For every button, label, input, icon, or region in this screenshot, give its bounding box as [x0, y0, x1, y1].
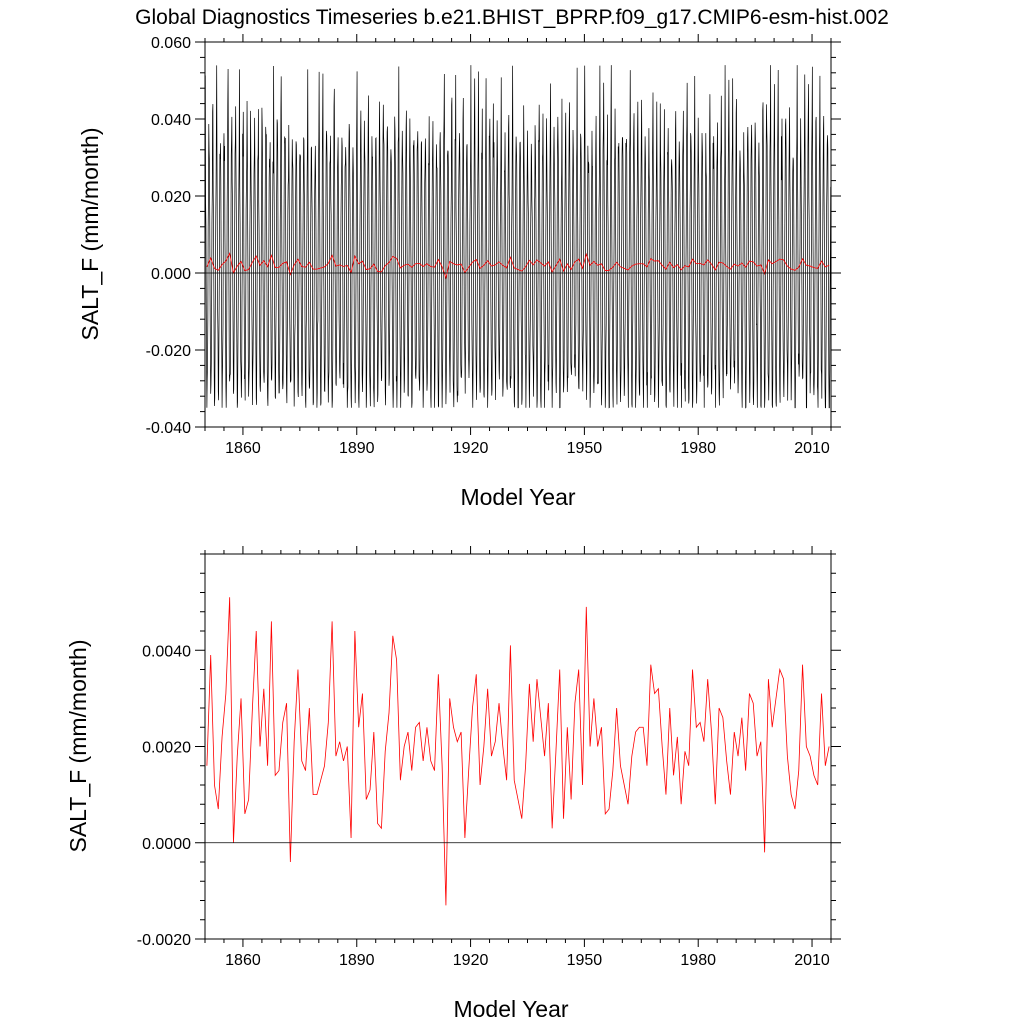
top-y-tick-label: 0.040: [151, 112, 191, 129]
bottom-x-ticks: 1860 1890 1920 1950 1980 2010: [204, 546, 832, 969]
bottom-x-tick-label: 1860: [225, 952, 261, 969]
top-series-monthly-line: [205, 65, 831, 409]
bottom-y-axis-label: SALT_F (mm/month): [65, 640, 91, 853]
top-x-tick-label: 1980: [680, 440, 716, 457]
bottom-x-tick-label: 1920: [453, 952, 489, 969]
top-plot-area: [205, 65, 831, 409]
bottom-x-tick-label: 1950: [567, 952, 603, 969]
top-panel: Model Year SALT_F (mm/month) 1860 1890 192…: [77, 34, 841, 510]
bottom-series-annual-line: [206, 597, 830, 906]
bottom-x-tick-label: 1890: [339, 952, 375, 969]
top-series-annual-line: [206, 252, 830, 280]
top-y-tick-label: 0.020: [151, 189, 191, 206]
top-x-tick-label: 1890: [339, 440, 375, 457]
bottom-x-axis-label: Model Year: [453, 996, 568, 1022]
top-y-tick-label: 0.060: [151, 35, 191, 52]
bottom-y-tick-label: -0.0020: [137, 932, 191, 949]
bottom-y-tick-label: 0.0020: [142, 740, 191, 757]
bottom-x-tick-label: 1980: [680, 952, 716, 969]
bottom-y-ticks: -0.0020 0.0000 0.0020 0.0040: [137, 553, 841, 949]
top-x-tick-label: 2010: [794, 440, 830, 457]
bottom-y-tick-label: 0.0000: [142, 836, 191, 853]
top-y-axis-label: SALT_F (mm/month): [77, 128, 103, 341]
top-x-axis-label: Model Year: [460, 484, 575, 510]
top-x-tick-label: 1860: [225, 440, 261, 457]
bottom-plot-area: [206, 597, 830, 906]
top-x-tick-label: 1920: [453, 440, 489, 457]
bottom-plot-frame: [204, 553, 832, 940]
top-x-ticks: 1860 1890 1920 1950 1980 2010: [204, 34, 832, 457]
top-y-ticks: -0.040 -0.020 0.000 0.020 0.040 0.060: [146, 35, 841, 437]
top-y-tick-label: 0.000: [151, 266, 191, 283]
top-x-tick-label: 1950: [567, 440, 603, 457]
top-plot-frame: [204, 41, 832, 428]
top-y-tick-label: -0.040: [146, 420, 191, 437]
figure-title: Global Diagnostics Timeseries b.e21.BHIS…: [135, 6, 889, 29]
bottom-y-tick-label: 0.0040: [142, 643, 191, 660]
bottom-x-tick-label: 2010: [794, 952, 830, 969]
top-y-tick-label: -0.020: [146, 343, 191, 360]
bottom-panel: Model Year SALT_F (mm/month) 1860 1890 192…: [65, 546, 841, 1022]
